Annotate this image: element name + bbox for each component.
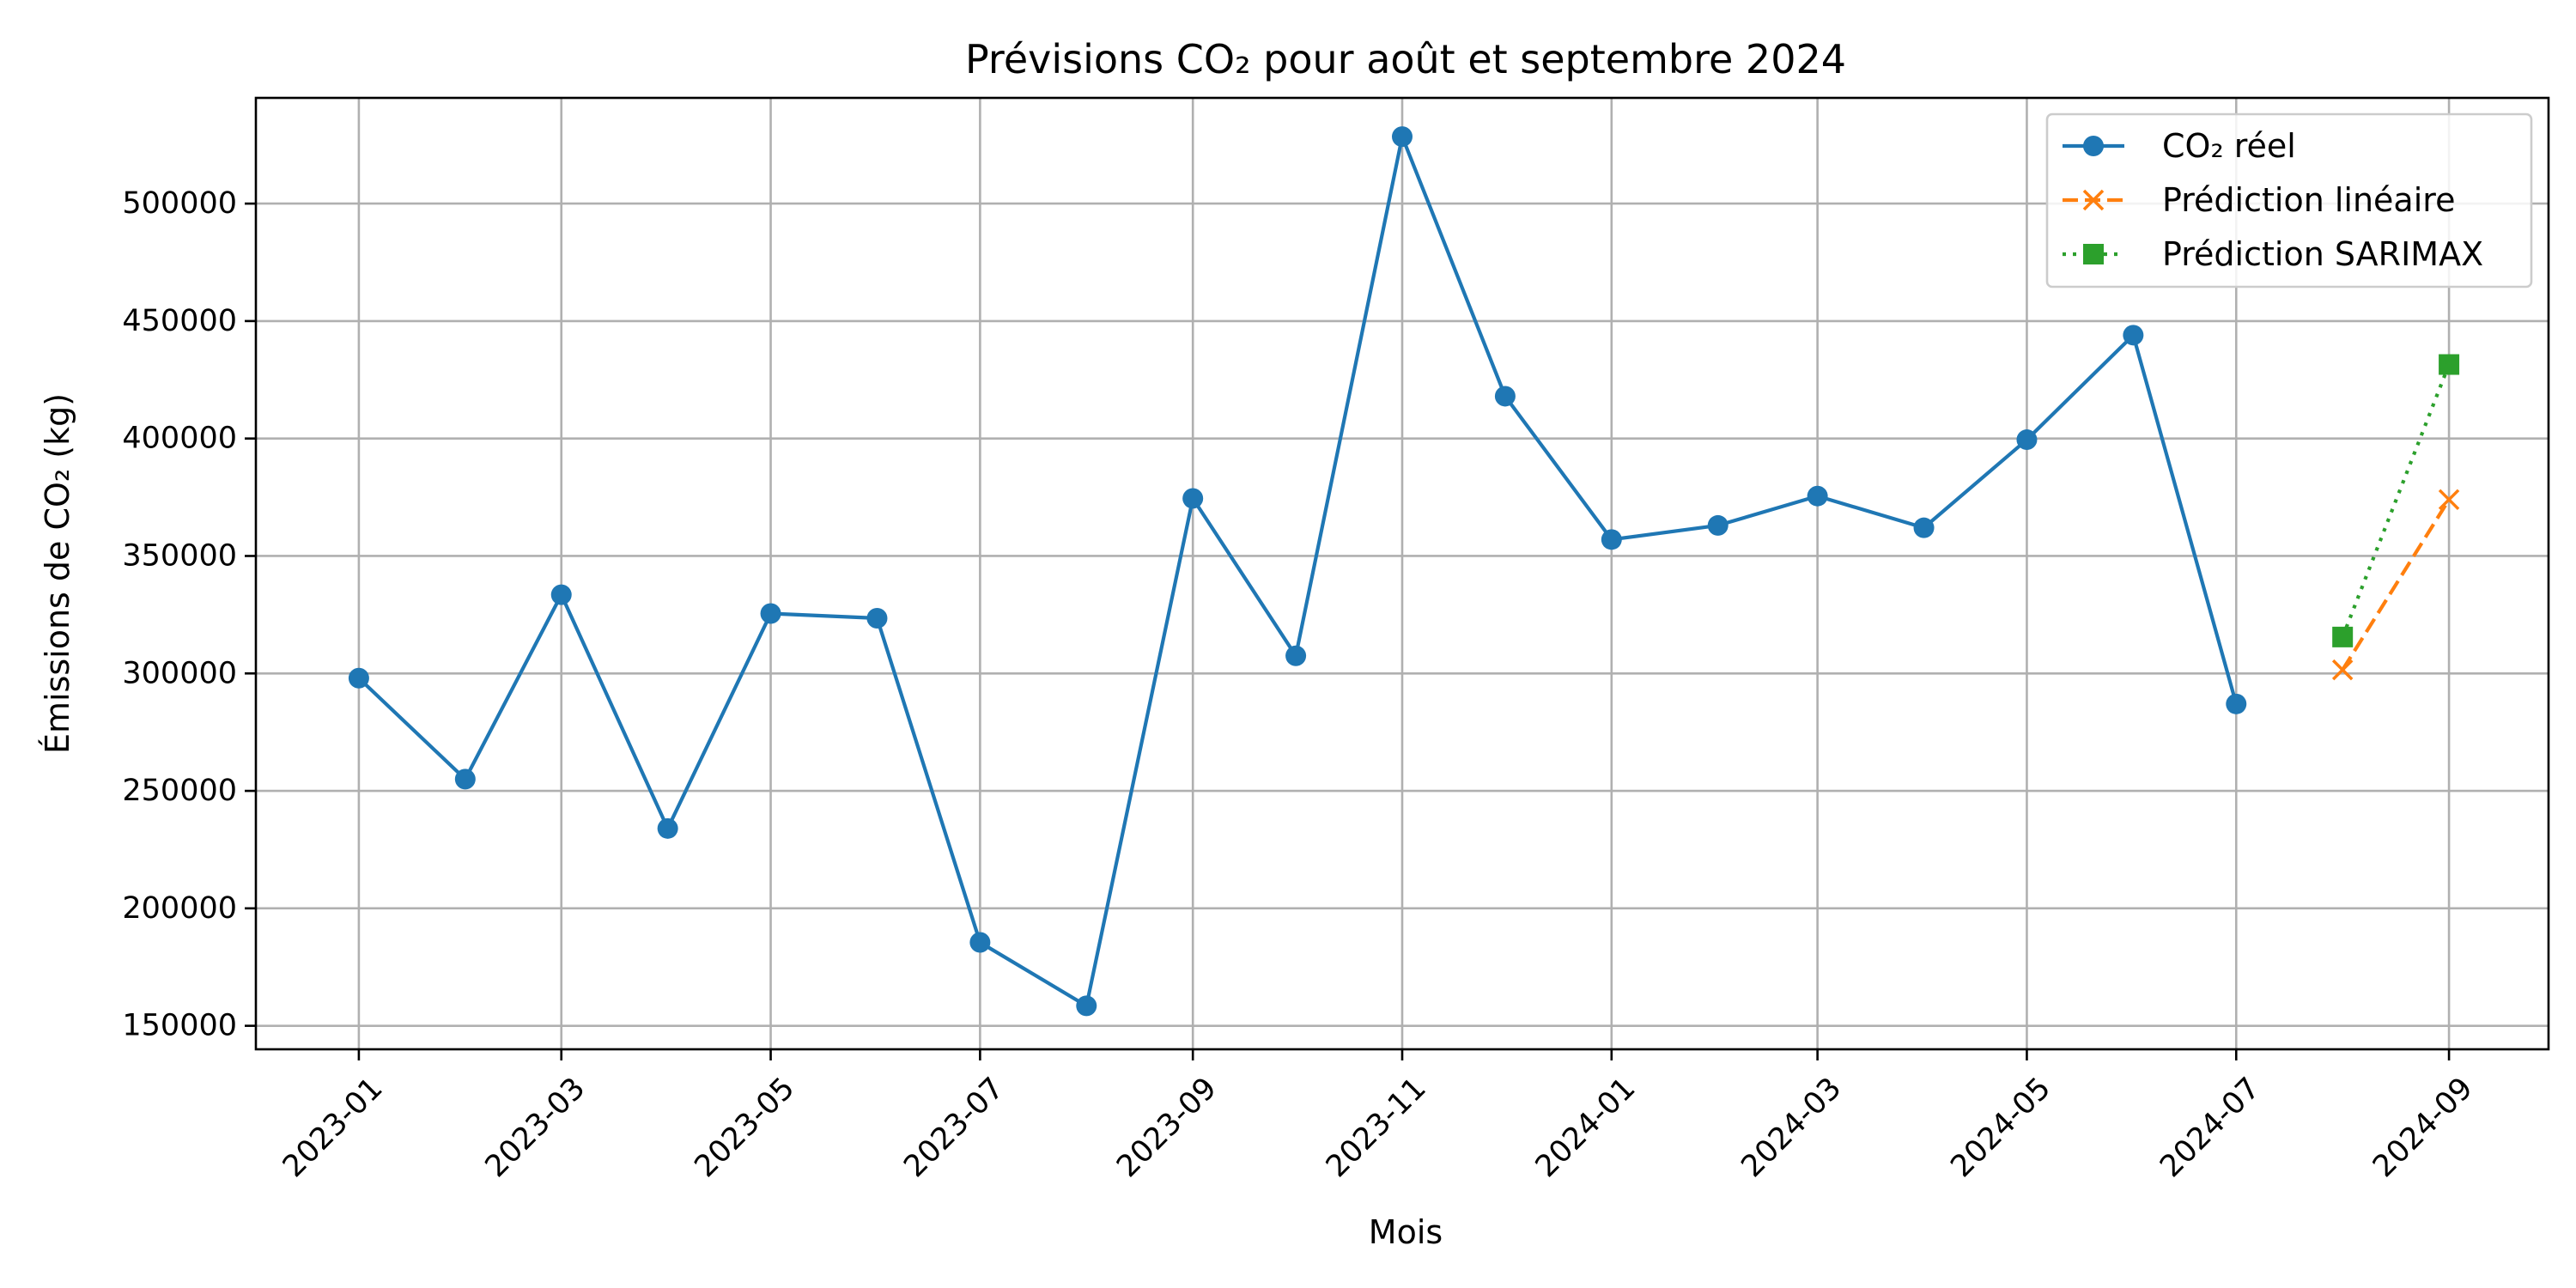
legend-entry: Prédiction SARIMAX — [2162, 235, 2483, 273]
data-point — [1392, 126, 1413, 148]
data-point — [2226, 693, 2247, 714]
data-point — [2332, 626, 2354, 647]
legend-entry: CO₂ réel — [2162, 127, 2296, 165]
data-point — [1182, 488, 1204, 509]
x-axis-label: Mois — [1369, 1213, 1443, 1251]
y-tick-label: 200000 — [122, 891, 237, 926]
data-point — [2439, 354, 2460, 375]
data-point — [1601, 529, 1622, 550]
series-line — [2341, 498, 2451, 671]
y-tick-label: 300000 — [122, 656, 237, 690]
legend: CO₂ réel Prédiction linéaire Prédiction SA… — [2045, 112, 2533, 289]
y-tick-label: 350000 — [122, 538, 237, 573]
data-point — [866, 607, 888, 629]
y-axis-label: Émissions de CO₂ (kg) — [39, 393, 76, 754]
y-tick-label: 400000 — [122, 422, 237, 456]
data-point — [550, 584, 572, 605]
data-point — [1913, 517, 1935, 538]
series-line — [2341, 363, 2451, 638]
y-tick-label: 250000 — [122, 774, 237, 808]
data-point — [969, 932, 991, 953]
data-point — [2438, 489, 2460, 511]
data-point — [454, 769, 476, 790]
legend-marker — [2083, 244, 2104, 264]
data-point — [1285, 645, 1307, 666]
data-point — [1807, 485, 1828, 507]
y-tick-label: 450000 — [122, 304, 237, 338]
chart-title: Prévisions CO₂ pour août et septembre 20… — [965, 36, 1846, 82]
series-2 — [2332, 354, 2460, 647]
series-layer — [348, 126, 2460, 1017]
y-axis: 150000 200000 250000 300000 350000 400000 4500… — [122, 186, 256, 1043]
legend-entry: Prédiction linéaire — [2162, 181, 2455, 219]
legend-marker — [2082, 189, 2105, 211]
series-1 — [2331, 489, 2460, 681]
data-point — [2331, 659, 2354, 681]
data-point — [760, 603, 781, 624]
data-point — [1494, 386, 1516, 407]
y-tick-label: 500000 — [122, 186, 237, 221]
data-point — [1076, 995, 1097, 1017]
legend-marker — [2083, 136, 2104, 156]
y-tick-label: 150000 — [122, 1009, 237, 1043]
data-point — [2016, 429, 2038, 451]
series-0 — [348, 126, 2247, 1017]
data-point — [657, 817, 678, 839]
legend-box — [2045, 112, 2533, 289]
data-point — [1707, 514, 1728, 536]
data-point — [348, 667, 369, 689]
data-point — [2123, 325, 2144, 346]
